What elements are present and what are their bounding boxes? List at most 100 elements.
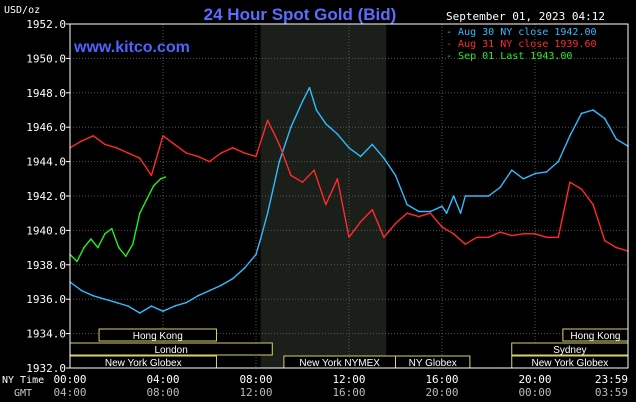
x-tick-label-gmt: 00:00 [518,386,551,399]
session-bar: London [69,342,273,356]
y-tick-label: 1934.0 [26,328,66,341]
data-point [445,212,448,214]
data-point [476,236,478,239]
session-box [98,328,217,342]
data-point [429,212,432,214]
data-point [159,178,162,180]
data-point [487,195,490,197]
session-bar: Sydney [511,342,629,356]
data-point [90,238,92,240]
data-point [476,195,478,197]
legend-item-sep01: - Sep 01 Last 1943.00 [446,51,572,62]
y-tick-label: 1936.0 [26,293,66,306]
data-point [394,222,397,225]
y-tick-label: 1948.0 [26,87,66,100]
data-point [104,143,106,146]
session-bar: Hong Kong [98,328,217,342]
data-point [441,205,443,208]
session-label: New York NYMEX [299,358,380,369]
data-point [359,221,362,223]
data-point [197,294,199,297]
x-tick-label-ny: 16:00 [425,373,458,386]
data-point [510,234,513,237]
data-point [208,160,211,163]
data-point [290,174,292,177]
data-point [162,135,164,137]
data-point [76,260,78,263]
data-point [308,86,311,89]
data-point [150,305,153,307]
data-point [145,198,148,201]
data-point [580,112,583,115]
session-label: Hong Kong [133,331,183,342]
data-point [131,243,134,245]
data-point [301,181,304,184]
data-point [545,236,548,239]
x-tick-label-gmt: 03:59 [595,386,628,399]
data-point [522,233,525,235]
x-tick-label-gmt: 20:00 [425,386,458,399]
data-point [80,289,83,292]
data-point [220,152,222,154]
data-point [394,174,397,177]
data-point [125,255,127,257]
data-point [115,301,118,304]
data-point [290,126,292,128]
session-label: NY Globex [409,358,457,369]
data-point [162,310,164,313]
y-axis-unit-label: USD/oz [4,5,40,16]
data-point [557,236,560,239]
data-point [603,239,606,242]
data-point [173,143,176,146]
session-bar: NY Globex [395,355,471,369]
data-point [487,236,490,239]
x-tick-label-ny: 20:00 [518,373,551,386]
x-tick-label-gmt: 12:00 [239,386,272,399]
data-point [534,172,536,175]
data-point [417,215,420,218]
data-point [336,133,339,135]
plot-border [69,23,629,369]
series-1 [69,119,629,252]
data-point [266,119,269,122]
data-point [592,109,594,111]
chart-title: 24 Hour Spot Gold (Bid) [204,5,397,24]
data-point [138,212,141,214]
data-point [324,122,327,125]
data-point [185,301,188,304]
data-point [383,157,385,159]
data-point [336,178,339,180]
data-point [127,305,129,307]
session-bar: New York Globex [69,355,217,369]
watermark-text: www.kitco.com [73,39,190,56]
legend-item-aug31: - Aug 31 NY close 1939.60 [446,39,597,50]
x-tick-label-ny: 08:00 [239,373,272,386]
data-point [104,298,106,301]
session-label: London [154,345,187,356]
y-tick-label: 1932.0 [26,362,66,375]
data-point [383,236,385,239]
data-point [580,188,583,190]
data-point [92,294,95,297]
data-point [301,100,304,103]
data-point [243,152,246,154]
x-tick-label-ny: 12:00 [332,373,365,386]
data-point [569,181,571,184]
data-point [359,155,362,158]
data-point [615,246,618,249]
data-point [313,169,315,171]
data-point [231,147,234,149]
y-tick-label: 1940.0 [26,224,66,237]
y-tick-label: 1944.0 [26,156,66,169]
y-tick-label: 1950.0 [26,52,66,65]
data-point [80,140,83,142]
data-point [406,203,408,206]
data-point [111,227,113,230]
data-point [464,195,467,197]
data-point [92,135,95,137]
data-point [231,277,234,280]
data-point [197,155,199,158]
data-point [152,184,155,187]
data-point [138,157,141,159]
